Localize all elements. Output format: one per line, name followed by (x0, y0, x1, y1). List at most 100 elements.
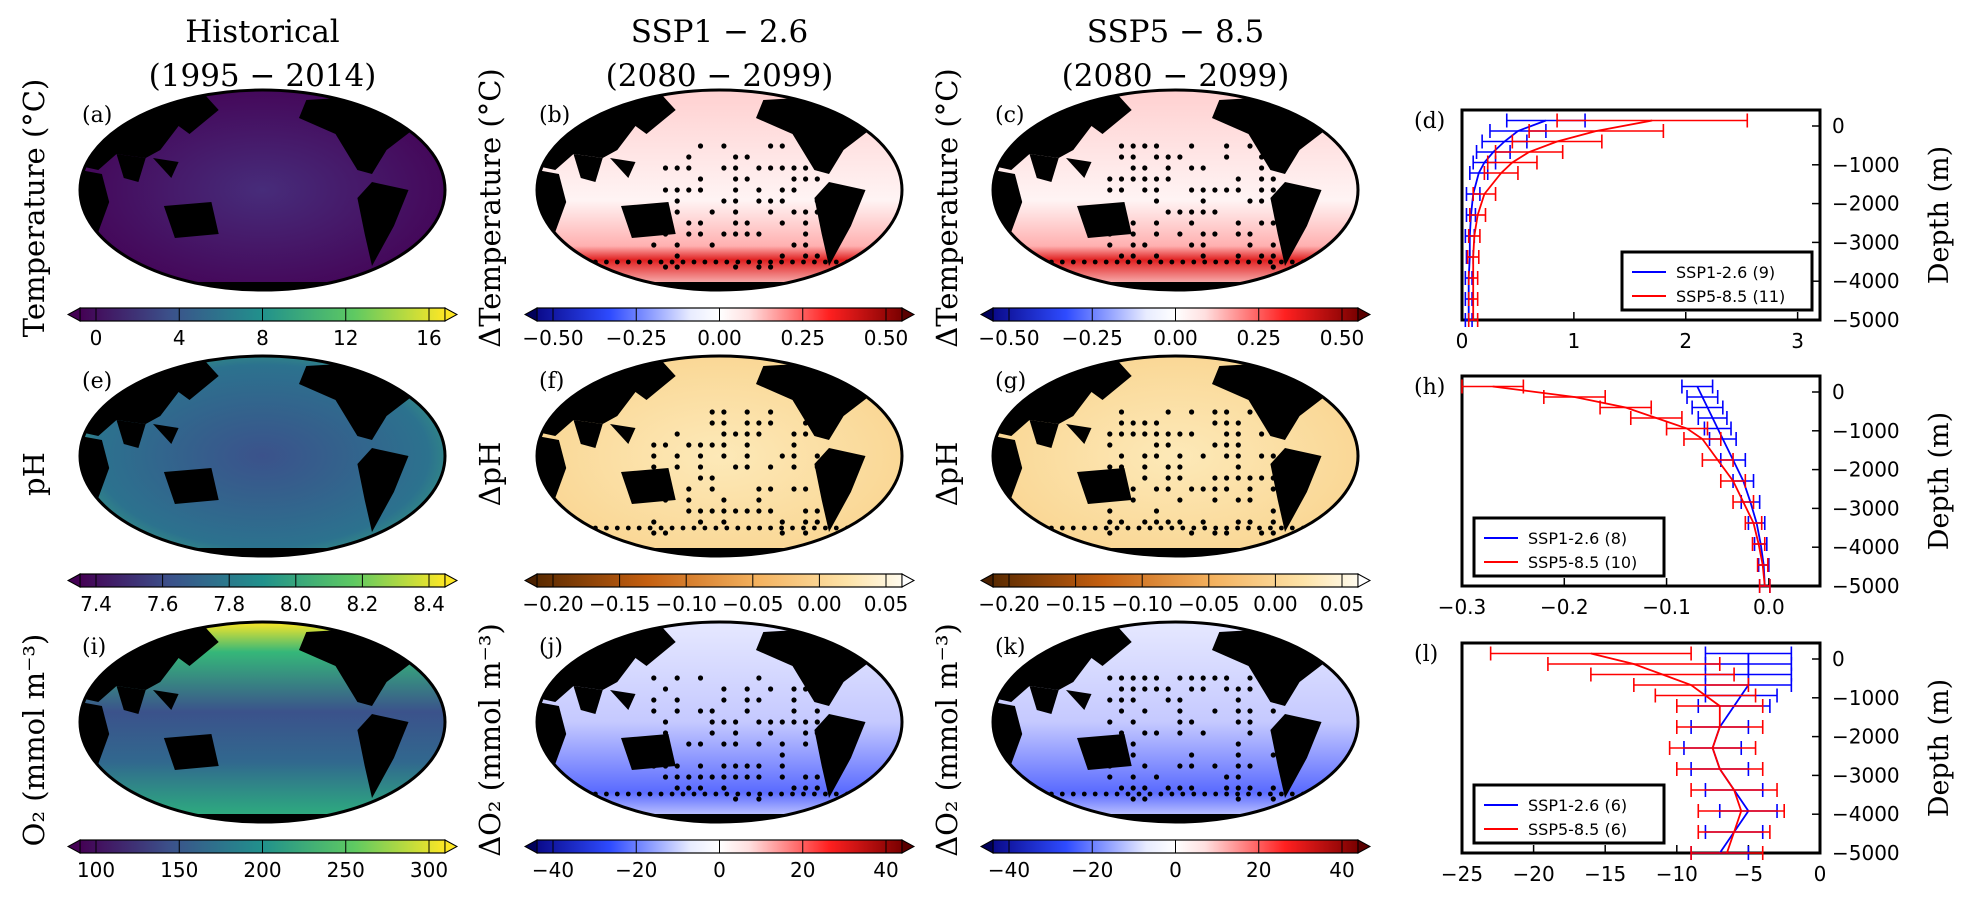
x-tick-label: −20 (1512, 862, 1554, 886)
significance-dot (768, 730, 774, 736)
significance-dot (1270, 697, 1276, 703)
legend-entry: SSP1-2.6 (6) (1528, 796, 1627, 815)
significance-dot (625, 259, 631, 265)
significance-dot (1142, 453, 1148, 459)
significance-dot (1107, 763, 1113, 769)
significance-dot (1189, 785, 1195, 791)
significance-dot (651, 708, 657, 714)
significance-dot (756, 697, 762, 703)
significance-dot (1235, 259, 1240, 265)
significance-dot (604, 525, 609, 531)
significance-dot (756, 486, 762, 492)
significance-dot (721, 453, 727, 459)
significance-dot (1259, 176, 1265, 182)
significance-dot (791, 697, 797, 703)
significance-dot (1247, 763, 1253, 769)
significance-dot (1153, 231, 1160, 237)
significance-dot (1130, 231, 1136, 237)
profile-panel: 0 1 2 3 0 −1000 −2000 −3000 −4000 −5000 Depth (m) S… (1414, 108, 1955, 353)
significance-dot (1235, 796, 1241, 802)
significance-dot (1189, 220, 1195, 226)
significance-dot (1153, 730, 1160, 736)
map-outline (78, 354, 447, 558)
significance-dot (1130, 176, 1136, 182)
significance-dot (744, 409, 750, 415)
colorbar-extend-high (901, 307, 916, 322)
significance-dot (803, 730, 809, 736)
significance-dot (1224, 420, 1230, 426)
colorbar: 0 4 8 12 16 (66, 307, 459, 350)
significance-dot (1107, 187, 1113, 193)
significance-dot (1200, 686, 1206, 692)
significance-dot (1224, 791, 1229, 797)
significance-dot (709, 442, 715, 448)
significance-dot (1177, 719, 1183, 725)
significance-dot (1235, 763, 1241, 769)
colorbar-tick-label: 8 (256, 326, 269, 350)
significance-dot (746, 259, 752, 265)
significance-dot (1081, 525, 1087, 531)
significance-dot (674, 708, 680, 714)
significance-dot (779, 763, 785, 769)
significance-dot (746, 791, 752, 797)
significance-dot (1289, 259, 1295, 265)
significance-dot (1212, 675, 1218, 681)
significance-dot (812, 525, 817, 531)
significance-dot (709, 730, 715, 736)
significance-dot (1235, 220, 1241, 226)
significance-dot (1165, 165, 1171, 171)
significance-dot (1107, 486, 1113, 492)
significance-dot (651, 530, 657, 536)
significance-dot (1189, 209, 1195, 215)
significance-dot (814, 420, 820, 426)
significance-dot (733, 187, 739, 193)
row-axis-label: O₂ (mmol m⁻³) (17, 634, 51, 847)
land-mass (814, 182, 866, 266)
significance-dot (674, 675, 680, 681)
colorbar-tick-label: −0.20 (978, 592, 1039, 616)
significance-dot (1118, 730, 1125, 736)
significance-dot (833, 259, 839, 265)
significance-dot (1189, 143, 1195, 149)
significance-dot (1130, 497, 1136, 503)
significance-dot (791, 176, 797, 182)
significance-dot (814, 730, 820, 736)
significance-dot (721, 198, 727, 204)
significance-dot (814, 431, 820, 437)
significance-dot (1177, 708, 1183, 714)
significance-dot (1213, 525, 1219, 531)
significance-dot (814, 508, 820, 514)
significance-dot (814, 519, 820, 525)
significance-dot (651, 697, 657, 703)
significance-dot (582, 525, 587, 531)
significance-dot (1180, 791, 1186, 797)
significance-dot (1270, 508, 1276, 514)
significance-dot (1142, 708, 1148, 714)
significance-dot (1177, 464, 1183, 470)
significance-dot (713, 259, 719, 265)
significance-dot (1259, 187, 1265, 193)
significance-dot (1180, 259, 1186, 265)
significance-dot (651, 675, 657, 681)
significance-dot (733, 165, 739, 171)
significance-dot (1289, 791, 1295, 797)
significance-dot (1142, 730, 1148, 736)
colorbar-tick-label: −0.10 (656, 592, 717, 616)
significance-dot (1118, 752, 1125, 758)
significance-dot (814, 708, 820, 714)
significance-dot (1118, 187, 1125, 193)
significance-dot (686, 486, 692, 492)
significance-dot (1169, 259, 1175, 265)
row-axis-label: pH (17, 452, 51, 496)
significance-dot (709, 508, 715, 514)
x-tick-label: 3 (1791, 329, 1804, 353)
significance-dot (1224, 409, 1230, 415)
colorbar-extend-low (979, 839, 994, 854)
panel-label: (g) (995, 369, 1026, 394)
significance-dot (733, 774, 739, 780)
significance-dot (1107, 508, 1113, 514)
significance-dot (614, 525, 620, 531)
significance-dot (1130, 154, 1136, 160)
significance-dot (636, 791, 642, 797)
significance-dot (1130, 220, 1136, 226)
